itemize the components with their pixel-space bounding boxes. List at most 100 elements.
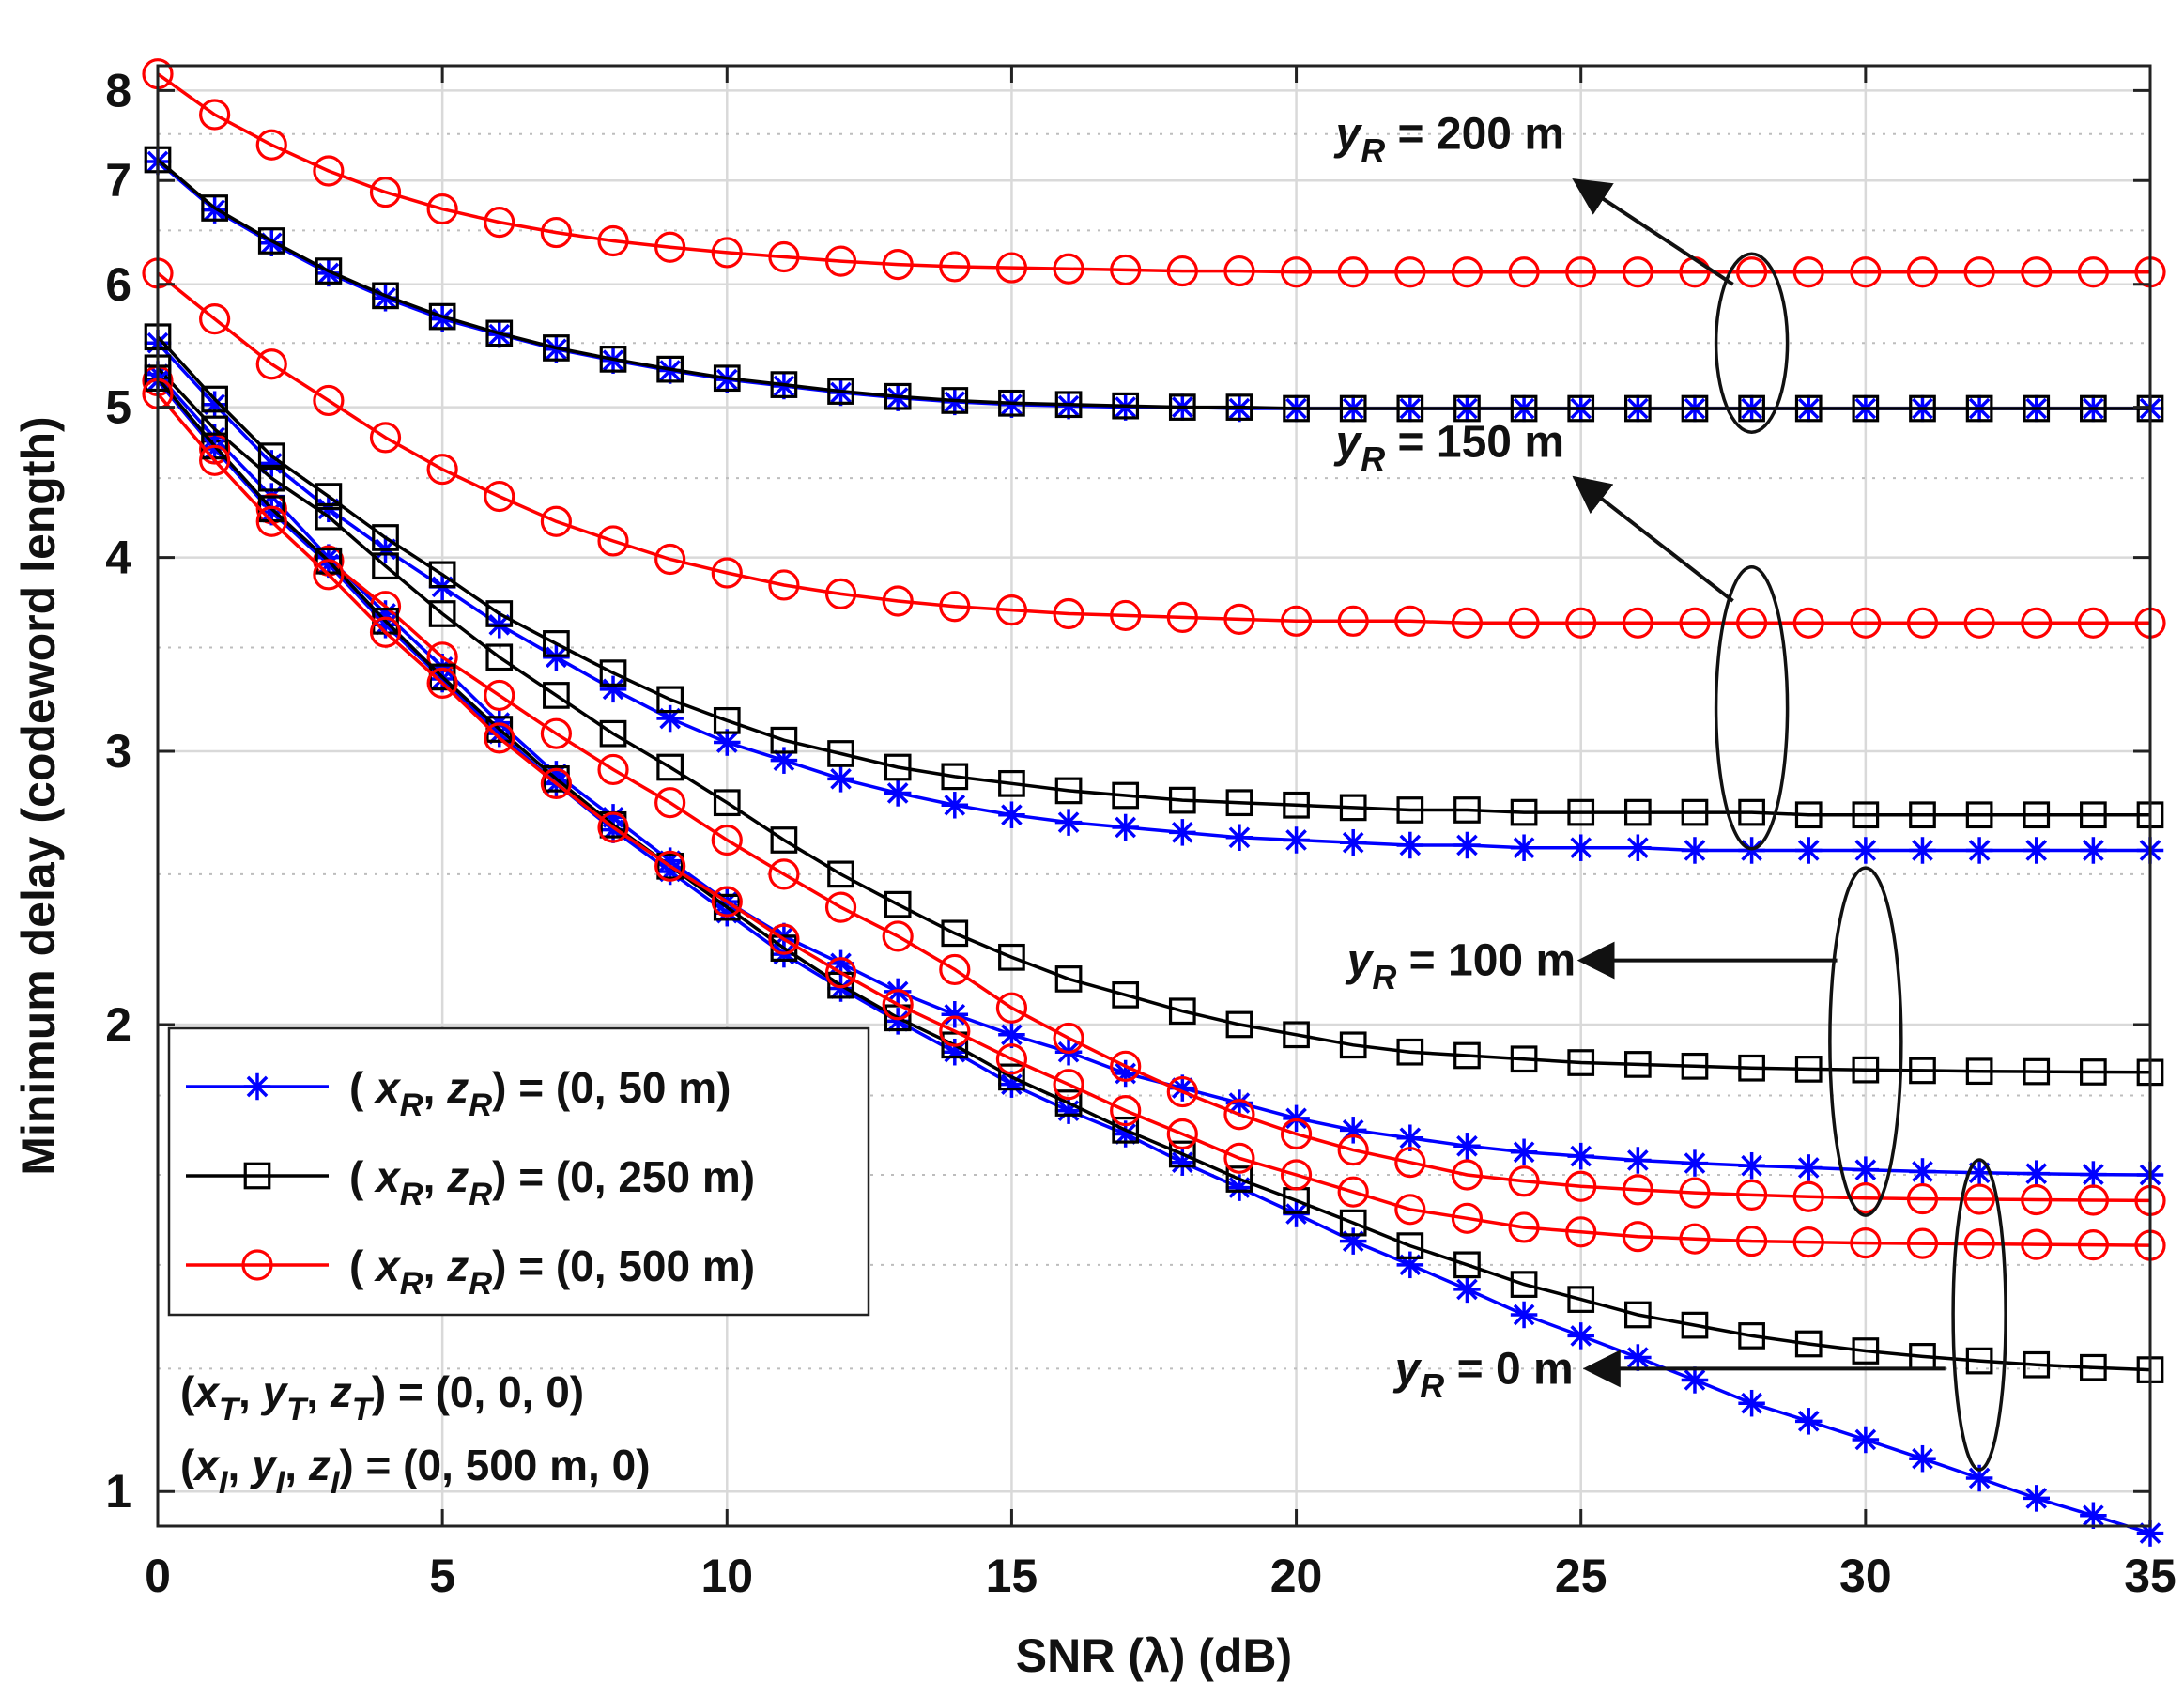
- asterisk-stroke: [830, 978, 852, 999]
- data-point-circle: [824, 957, 857, 989]
- data-point-circle: [2077, 607, 2109, 639]
- data-point-circle: [199, 302, 231, 335]
- data-point-asterisk: [1624, 1147, 1652, 1174]
- data-point-square: [428, 561, 456, 589]
- annotation-label: yR = 200 m: [1334, 110, 1565, 170]
- data-point-square: [599, 346, 627, 373]
- data-point-square: [1681, 1311, 1709, 1339]
- data-point-asterisk: [998, 1021, 1025, 1049]
- data-point-square: [1965, 801, 1993, 829]
- data-point-circle: [882, 920, 914, 952]
- data-point-asterisk: [2023, 837, 2050, 864]
- data-point-asterisk: [656, 704, 684, 733]
- asterisk-stroke: [1797, 1411, 1820, 1432]
- x-tick-label: 30: [1839, 1550, 1892, 1602]
- data-point-asterisk: [1738, 1151, 1765, 1180]
- legend-label: ( xR, zR) = (0, 250 m): [349, 1152, 755, 1212]
- data-point-asterisk: [1909, 1158, 1936, 1185]
- data-point-square: [1510, 798, 1538, 826]
- asterisk-stroke: [886, 782, 909, 804]
- data-point-square: [1738, 394, 1765, 423]
- asterisk-stroke: [1342, 831, 1364, 854]
- data-point-circle: [1166, 255, 1198, 287]
- data-point-square: [372, 524, 399, 551]
- data-point-asterisk: [1852, 1426, 1880, 1454]
- data-point-square: [827, 378, 854, 405]
- data-point-square: [543, 334, 570, 362]
- data-point-circle: [1622, 1221, 1653, 1253]
- data-point-asterisk: [998, 801, 1025, 828]
- asterisk-stroke: [1115, 1123, 1136, 1145]
- data-point-asterisk: [1624, 834, 1652, 861]
- info-line: (xT, yT, zT) = (0, 0, 0): [180, 1367, 584, 1427]
- series-layer: [142, 58, 2166, 1547]
- data-point-circle: [1280, 1159, 1313, 1191]
- data-point-asterisk: [998, 1071, 1025, 1098]
- data-point-circle: [540, 767, 573, 799]
- data-point-asterisk: [1054, 809, 1083, 836]
- data-point-circle: [2077, 256, 2109, 288]
- data-point-square: [2080, 801, 2107, 829]
- data-point-circle: [824, 578, 857, 609]
- asterisk-stroke: [2083, 840, 2104, 861]
- data-point-circle: [1110, 1050, 1142, 1082]
- asterisk-stroke: [1570, 837, 1592, 859]
- asterisk-stroke: [1399, 834, 1422, 856]
- data-point-circle: [1792, 256, 1824, 288]
- data-point-square: [1283, 394, 1310, 423]
- data-point-asterisk: [1283, 1104, 1310, 1133]
- data-point-square: [1681, 394, 1709, 423]
- series-line: [156, 335, 2150, 817]
- data-point-square: [941, 919, 969, 948]
- data-point-circle: [654, 543, 686, 576]
- data-point-circle: [1906, 1182, 1939, 1215]
- series-red_yR200: [142, 58, 2166, 288]
- data-point-square: [1112, 981, 1140, 1009]
- data-point-circle: [1337, 1134, 1369, 1166]
- info-line: (xI, yI, zI) = (0, 500 m, 0): [180, 1441, 651, 1501]
- data-point-circle: [597, 811, 629, 843]
- data-point-square: [201, 194, 228, 222]
- data-point-square: [1965, 394, 1993, 423]
- data-point-asterisk: [1738, 1389, 1765, 1417]
- asterisk-stroke: [944, 794, 966, 816]
- data-point-asterisk: [884, 779, 912, 807]
- data-point-circle: [768, 923, 800, 955]
- data-point-circle: [1850, 256, 1882, 288]
- data-point-circle: [2021, 607, 2053, 639]
- data-point-square: [1852, 1056, 1880, 1084]
- data-point-asterisk: [1567, 1322, 1594, 1350]
- data-point-square: [1112, 1116, 1140, 1144]
- data-point-square: [2023, 394, 2051, 423]
- data-point-asterisk: [2080, 837, 2107, 864]
- data-point-circle: [1110, 599, 1142, 632]
- data-point-circle: [768, 569, 800, 601]
- data-point-square: [1852, 801, 1880, 829]
- series-red_yR0: [142, 378, 2166, 1261]
- data-point-circle: [484, 679, 515, 712]
- data-point-asterisk: [2080, 1161, 2107, 1188]
- asterisk-stroke: [1399, 1127, 1422, 1149]
- data-point-circle: [484, 480, 515, 513]
- data-point-square: [2023, 1057, 2051, 1086]
- data-point-square: [372, 552, 399, 580]
- data-point-circle: [1166, 601, 1198, 634]
- asterisk-stroke: [1854, 1428, 1877, 1451]
- data-point-square: [599, 719, 627, 748]
- data-point-square: [1283, 1021, 1310, 1049]
- data-point-square: [1054, 777, 1083, 805]
- data-point-circle: [995, 1043, 1028, 1075]
- data-point-square: [315, 483, 343, 510]
- data-point-circle: [1166, 1075, 1198, 1108]
- asterisk-stroke: [1570, 1325, 1592, 1347]
- asterisk-stroke: [1285, 1107, 1307, 1130]
- data-point-square: [1054, 391, 1083, 419]
- data-point-circle: [1622, 256, 1653, 288]
- data-point-square: [1396, 1038, 1424, 1066]
- data-point-asterisk: [1794, 1408, 1823, 1435]
- data-point-circle: [1906, 607, 1939, 639]
- annotation-arrow: [1572, 475, 1734, 603]
- data-point-circle: [654, 787, 686, 819]
- data-point-square: [1738, 1054, 1765, 1082]
- data-point-circle: [313, 384, 345, 417]
